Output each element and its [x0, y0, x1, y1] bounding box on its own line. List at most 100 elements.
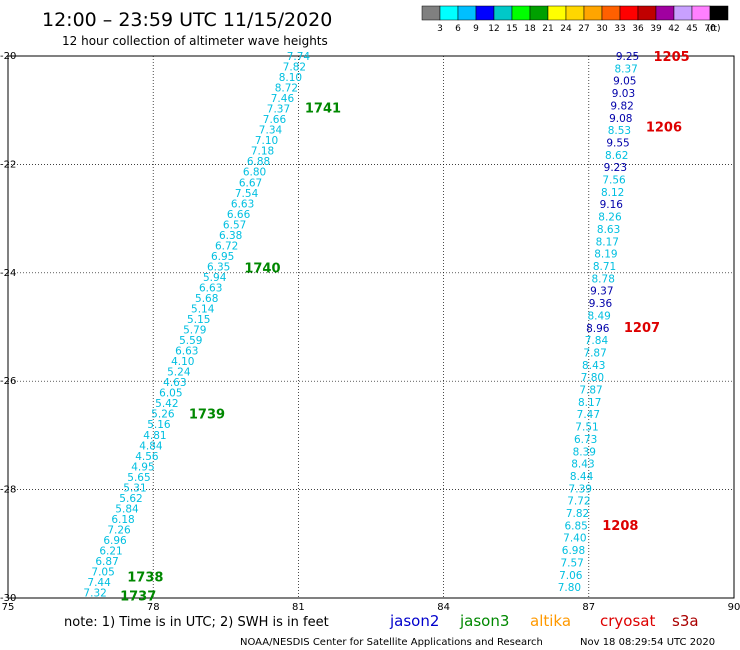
wave-height-value: 6.66 — [227, 209, 251, 221]
legend-cryosat: cryosat — [600, 612, 655, 630]
wave-height-value: 9.37 — [590, 286, 613, 298]
page-title: 12:00 – 23:59 UTC 11/15/2020 — [42, 9, 332, 31]
colorbar-level: 12 — [488, 24, 499, 34]
y-axis-ticks: -20 -22 -24 -26 -28 -30 — [0, 51, 16, 604]
wave-height-value: 6.72 — [215, 240, 238, 252]
time-label: 1740 — [244, 261, 280, 276]
wave-height-value: 7.54 — [235, 188, 259, 200]
wave-height-value: 4.63 — [163, 377, 186, 389]
colorbar-level: 30 — [596, 24, 608, 34]
wave-height-value: 6.73 — [574, 434, 597, 446]
wave-height-value: 6.80 — [243, 167, 266, 179]
wave-height-value: 5.24 — [167, 367, 191, 379]
wave-height-value: 5.65 — [127, 472, 150, 484]
time-label: 1737 — [120, 589, 156, 604]
wave-height-value: 7.51 — [575, 422, 598, 434]
wave-height-value: 6.67 — [239, 177, 262, 189]
wave-height-value: 6.35 — [207, 261, 230, 273]
colorbar-level: 39 — [650, 24, 662, 34]
wave-height-value: 7.84 — [585, 335, 609, 347]
wave-height-value: 8.17 — [596, 236, 619, 248]
colorbar-swatch — [709, 5, 729, 21]
time-label: 1208 — [602, 519, 638, 534]
y-tick-label: -28 — [0, 485, 16, 496]
wave-height-value: 8.71 — [593, 261, 616, 273]
wave-height-value: 7.80 — [581, 372, 604, 384]
track-cryosat: 9.258.379.059.039.829.088.539.558.629.23… — [558, 50, 690, 594]
x-tick-label: 87 — [582, 602, 595, 613]
wave-height-value: 8.43 — [571, 459, 594, 471]
wave-height-value: 8.49 — [587, 310, 610, 322]
wave-height-value: 6.85 — [564, 520, 587, 532]
wave-height-value: 5.31 — [123, 482, 146, 494]
wave-height-value: 8.37 — [614, 63, 637, 75]
wave-height-value: 4.56 — [135, 451, 159, 463]
wave-height-value: 7.82 — [566, 508, 589, 520]
colorbar-swatch — [619, 5, 639, 21]
colorbar-swatch — [691, 5, 711, 21]
colorbar-level: 21 — [542, 24, 553, 34]
wave-height-value: 5.15 — [187, 314, 210, 326]
wave-height-value: 4.81 — [143, 430, 166, 442]
colorbar-level: 15 — [506, 24, 517, 34]
wave-height-value: 8.39 — [573, 446, 596, 458]
wave-height-value: 9.55 — [606, 137, 629, 149]
legend-jason2: jason2 — [389, 612, 439, 630]
wave-height-value: 5.68 — [195, 293, 218, 305]
x-axis-ticks: 75 78 81 84 87 90 — [2, 602, 740, 613]
wave-height-value: 4.10 — [171, 356, 194, 368]
colorbar-level: 36 — [632, 24, 644, 34]
colorbar-swatch — [421, 5, 441, 21]
colorbar-swatch — [583, 5, 603, 21]
wave-height-value: 7.56 — [602, 175, 626, 187]
wave-height-value: 6.21 — [99, 545, 122, 557]
colorbar-unit: (ft) — [707, 24, 721, 34]
wave-height-value: 8.26 — [598, 212, 622, 224]
footer-timestamp: Nov 18 08:29:54 UTC 2020 — [580, 637, 715, 648]
colorbar-level: 24 — [560, 24, 572, 34]
plot-frame — [7, 55, 735, 599]
colorbar-swatch — [439, 5, 459, 21]
time-label: 1205 — [654, 50, 690, 65]
wave-height-value: 9.03 — [612, 88, 635, 100]
colorbar-swatch — [529, 5, 549, 21]
colorbar-swatch — [547, 5, 567, 21]
colorbar-level: 6 — [455, 24, 461, 34]
colorbar-level: 45 — [686, 24, 697, 34]
x-tick-label: 75 — [2, 602, 15, 613]
wave-height-value: 9.25 — [616, 51, 639, 63]
wave-height-value: 7.10 — [255, 135, 278, 147]
time-label: 1739 — [189, 408, 225, 423]
wave-height-value: 4.84 — [139, 440, 163, 452]
wave-height-value: 6.18 — [111, 514, 134, 526]
wave-height-value: 5.16 — [147, 419, 171, 431]
y-tick-label: -24 — [0, 268, 16, 279]
wave-height-value: 7.74 — [287, 51, 311, 63]
legend-altika: altika — [530, 612, 571, 630]
wave-height-value: 7.05 — [91, 567, 114, 579]
colorbar-level: 70 — [704, 24, 716, 34]
legend-jason3: jason3 — [459, 612, 509, 630]
wave-height-value: 8.78 — [592, 273, 615, 285]
wave-height-value: 5.59 — [179, 335, 202, 347]
wave-height-value: 7.32 — [83, 588, 106, 600]
satellite-tracks: 7.747.828.108.727.467.377.667.347.107.18… — [83, 50, 689, 604]
wave-height-value: 5.62 — [119, 493, 142, 505]
wave-height-value: 8.10 — [279, 72, 302, 84]
wave-height-value: 6.05 — [159, 388, 182, 400]
wave-height-value: 6.63 — [231, 198, 254, 210]
wave-height-value: 5.42 — [155, 398, 178, 410]
colorbar-swatch — [475, 5, 495, 21]
x-tick-label: 84 — [437, 602, 450, 613]
wave-height-value: 6.57 — [223, 219, 246, 231]
wave-height-value: 9.05 — [613, 76, 636, 88]
time-label: 1206 — [646, 120, 682, 135]
wave-height-value: 7.18 — [251, 146, 274, 158]
wave-height-value: 7.66 — [263, 114, 287, 126]
wave-height-value: 8.63 — [597, 224, 620, 236]
wave-height-value: 8.72 — [275, 83, 298, 95]
wave-height-value: 8.43 — [582, 360, 605, 372]
y-tick-label: -26 — [0, 376, 16, 387]
wave-height-value: 6.63 — [199, 282, 222, 294]
